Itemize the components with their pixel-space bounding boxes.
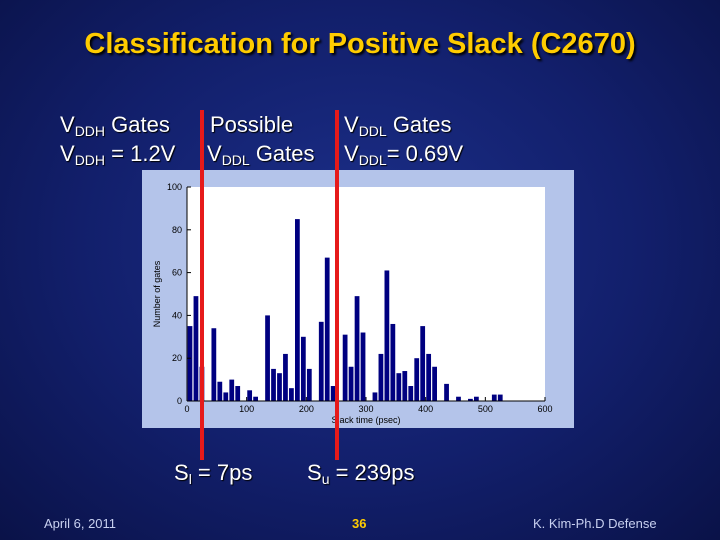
- histogram-bar: [456, 396, 461, 401]
- histogram-bar: [324, 257, 330, 401]
- histogram-bar: [300, 336, 306, 401]
- histogram-bar: [474, 396, 479, 401]
- x-tick-label: 200: [299, 404, 314, 414]
- y-tick-label: 0: [177, 396, 182, 406]
- footer-author: K. Kim-Ph.D Defense: [533, 516, 657, 531]
- histogram-bar: [384, 270, 390, 401]
- footer-date: April 6, 2011: [44, 516, 117, 531]
- possible-label: Possible: [210, 112, 294, 137]
- y-axis-label: Number of gates: [152, 260, 162, 327]
- histogram-bar: [265, 315, 270, 401]
- plot-area: [187, 187, 545, 401]
- histogram-bar: [390, 323, 396, 401]
- x-tick-label: 400: [418, 404, 433, 414]
- x-tick-label: 100: [239, 404, 254, 414]
- histogram-bar: [408, 386, 414, 401]
- histogram-bar: [318, 321, 324, 401]
- x-tick-label: 600: [537, 404, 552, 414]
- x-axis-label: Slack time (psec): [331, 415, 400, 425]
- x-tick-label: 0: [184, 404, 189, 414]
- histogram-bar: [491, 394, 497, 401]
- histogram-bar: [223, 392, 229, 401]
- histogram-bar: [193, 296, 199, 401]
- histogram-bar: [354, 296, 360, 401]
- upper-bound-label: Su = 239ps: [307, 460, 415, 487]
- histogram-bar: [372, 392, 378, 401]
- histogram-bar: [283, 353, 288, 401]
- y-tick-label: 80: [172, 225, 182, 235]
- histogram-bar: [295, 219, 300, 401]
- histogram-bar: [497, 394, 503, 401]
- histogram-bar: [414, 358, 420, 401]
- vddl-value-label: VDDL= 0.69V: [344, 141, 464, 168]
- lower-bound-line: [200, 110, 204, 460]
- y-tick-label: 40: [172, 310, 182, 320]
- histogram-bar: [235, 386, 241, 401]
- histogram-bar: [420, 326, 426, 401]
- histogram-bar: [187, 326, 193, 401]
- histogram-bar: [253, 396, 258, 401]
- vddl-gates-label: VDDL Gates: [344, 112, 452, 139]
- histogram-bar: [247, 390, 253, 401]
- histogram-bar: [432, 366, 437, 401]
- histogram-bar: [426, 353, 432, 401]
- y-tick-label: 60: [172, 268, 182, 278]
- slide-title: Classification for Positive Slack (C2670…: [84, 28, 636, 60]
- possible-vddl-gates-label: VDDL Gates: [207, 141, 315, 168]
- y-tick-label: 100: [167, 182, 182, 192]
- histogram-bar: [402, 371, 408, 401]
- histogram-bar: [378, 353, 384, 401]
- x-tick-label: 300: [358, 404, 373, 414]
- lower-bound-label: Sl = 7ps: [174, 460, 253, 487]
- x-tick-label: 500: [478, 404, 493, 414]
- histogram-bar: [271, 368, 276, 401]
- histogram-bar: [348, 366, 354, 401]
- histogram-bar: [468, 398, 473, 401]
- histogram-bar: [330, 386, 336, 401]
- footer-page-number: 36: [352, 516, 367, 531]
- histogram-bar: [444, 383, 449, 401]
- histogram-bar: [306, 368, 312, 401]
- histogram-bar: [229, 379, 235, 401]
- histogram-bar: [396, 373, 402, 401]
- slack-histogram: 0 20 40 60 80 100 0 100 200 300 400 500 600 Slack tim…: [152, 182, 553, 425]
- vddh-value-label: VDDH = 1.2V: [60, 141, 176, 168]
- histogram-panel: 0 20 40 60 80 100 0 100 200 300 400 500 600 Slack tim…: [142, 170, 574, 428]
- vddh-gates-label: VDDH Gates: [60, 112, 170, 139]
- histogram-bar: [211, 328, 217, 401]
- y-tick-label: 20: [172, 353, 182, 363]
- histogram-bar: [277, 373, 282, 401]
- histogram-bar: [289, 388, 294, 401]
- histogram-bar: [360, 332, 366, 401]
- upper-bound-line: [335, 110, 339, 460]
- histogram-bar: [342, 334, 348, 401]
- histogram-bar: [217, 381, 223, 401]
